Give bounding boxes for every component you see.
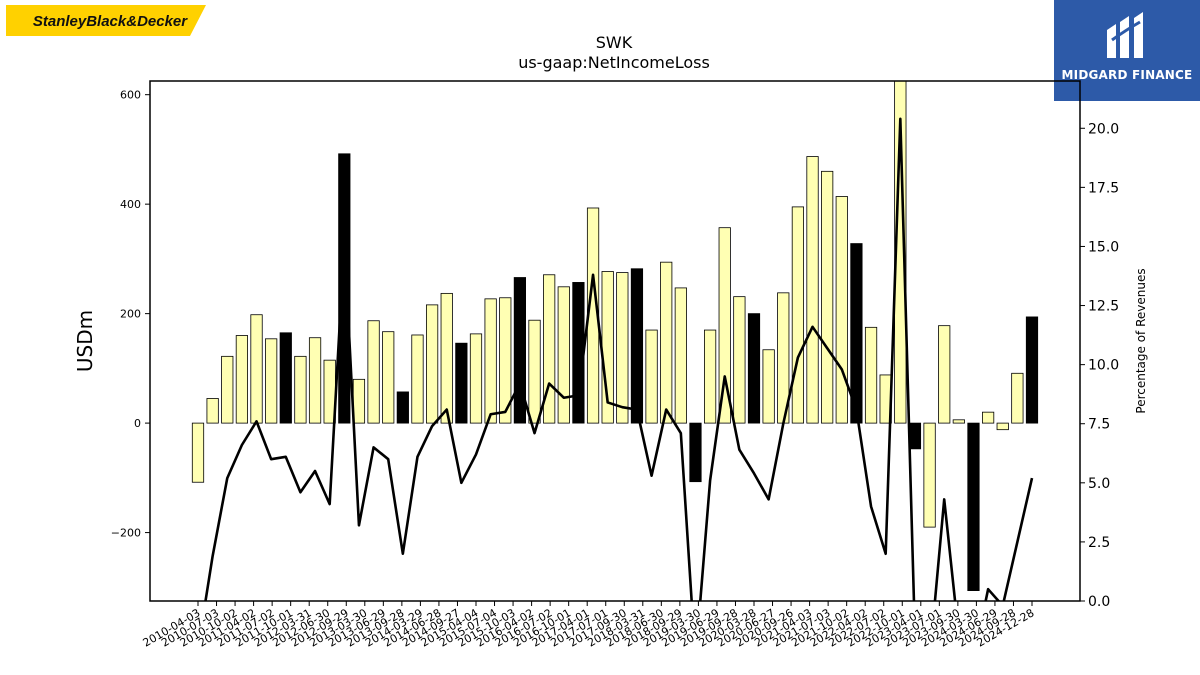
bar — [894, 81, 907, 424]
logo-name: MIDGARD FINANCE — [1061, 68, 1193, 82]
brand-banner: StanleyBlack&Decker — [6, 5, 206, 36]
y2-tick-label: 5.0 — [1088, 476, 1110, 492]
bar — [206, 398, 219, 424]
bar — [674, 287, 687, 424]
y-tick-label: 0 — [134, 417, 141, 430]
bar — [191, 422, 205, 483]
bar — [660, 261, 673, 424]
bar — [806, 156, 819, 424]
y-tick-label: 600 — [120, 89, 141, 102]
bar — [791, 206, 805, 424]
bar — [747, 313, 761, 424]
y2-tick-label: 7.5 — [1088, 417, 1110, 433]
bar — [440, 292, 453, 424]
bar — [513, 277, 527, 424]
y2-tick-label: 20.0 — [1088, 121, 1119, 137]
bar — [455, 342, 468, 424]
bar — [864, 326, 878, 424]
bar — [499, 297, 512, 424]
bar — [235, 335, 249, 424]
bar — [352, 378, 366, 424]
bar — [762, 349, 775, 424]
bar — [1025, 316, 1039, 424]
y2-tick-label: 17.5 — [1088, 180, 1119, 196]
bar — [923, 422, 936, 528]
bar — [382, 331, 395, 424]
bar — [396, 391, 409, 424]
bar — [850, 243, 863, 424]
bar — [996, 422, 1009, 431]
bar — [294, 355, 307, 424]
bar — [221, 355, 234, 424]
y-axis-label: USDm — [73, 310, 97, 372]
bar — [484, 298, 497, 424]
plot-frame — [149, 80, 1081, 602]
bar — [733, 296, 746, 424]
bar — [528, 319, 541, 424]
pct-revenue-line — [204, 117, 1034, 601]
brand-name: StanleyBlack&Decker — [33, 13, 188, 30]
bar — [982, 411, 995, 424]
bar — [338, 153, 351, 424]
bar — [821, 170, 834, 424]
bar — [411, 334, 424, 424]
y2-tick-label: 2.5 — [1088, 535, 1110, 551]
bar — [938, 325, 951, 424]
bar — [543, 274, 556, 424]
midgard-logo-icon — [1107, 12, 1143, 58]
bar — [630, 268, 644, 424]
bar — [952, 419, 965, 424]
midgard-finance-logo: MIDGARD FINANCE — [1054, 0, 1200, 101]
bar — [265, 338, 278, 424]
bar — [689, 422, 702, 483]
bar — [557, 286, 570, 424]
y2-tick-label: 12.5 — [1088, 299, 1119, 315]
bar — [835, 196, 848, 424]
bar — [718, 227, 731, 424]
bar — [704, 329, 717, 424]
y-tick-label: −200 — [111, 527, 141, 540]
bar — [279, 332, 292, 424]
y-tick-label: 400 — [120, 198, 141, 211]
y2-tick-label: 0.0 — [1088, 594, 1110, 610]
bar — [645, 329, 658, 424]
y2-tick-label: 15.0 — [1088, 239, 1119, 255]
bar — [908, 422, 922, 450]
bar — [308, 337, 322, 424]
bar — [250, 314, 263, 424]
bar — [367, 320, 380, 424]
y-tick-label: 200 — [120, 308, 141, 321]
bar — [469, 333, 483, 424]
bar — [425, 304, 439, 424]
chart-subtitle: us-gaap:NetIncomeLoss — [518, 53, 710, 72]
y2-axis-label: Percentage of Revenues — [1134, 268, 1148, 413]
bar — [967, 422, 980, 591]
y2-tick-label: 10.0 — [1088, 358, 1119, 374]
bar — [616, 272, 629, 424]
chart-title: SWK — [596, 33, 633, 52]
brand-banner-shape — [6, 5, 206, 36]
bar — [1011, 372, 1024, 424]
